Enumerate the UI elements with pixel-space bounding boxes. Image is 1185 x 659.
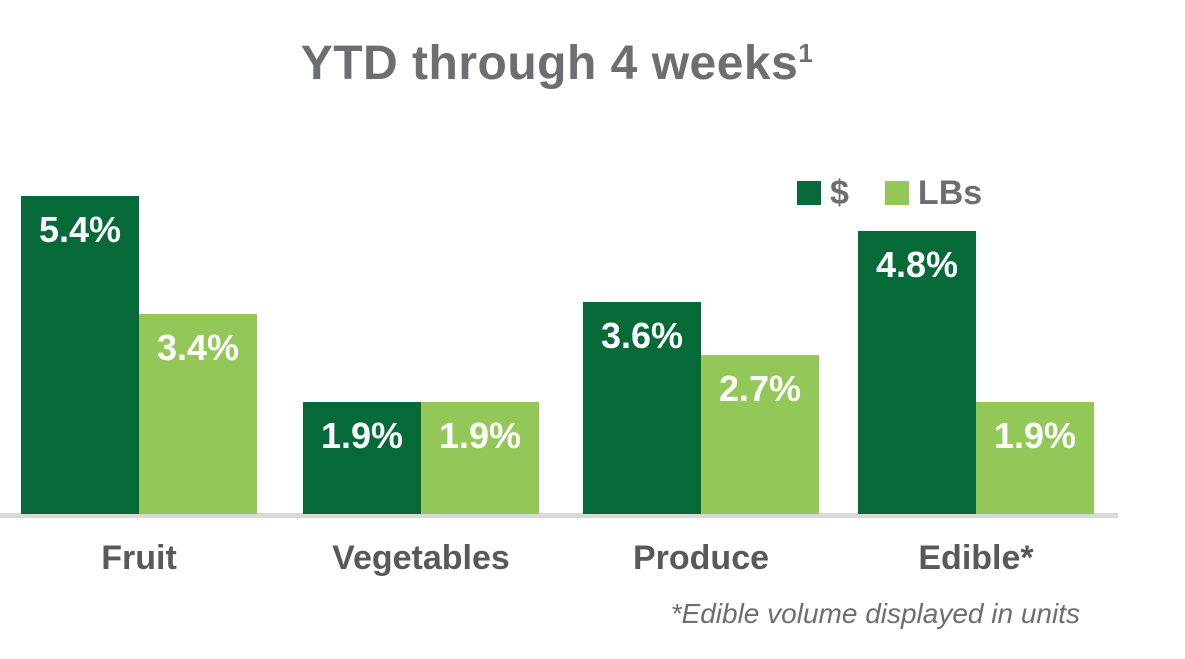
category-label-produce: Produce	[632, 539, 770, 577]
bar-dollars-vegetables: 1.9%	[303, 402, 421, 514]
x-axis-baseline	[0, 513, 1118, 518]
category-label-edible: Edible*	[918, 539, 1034, 577]
chart-title-text: YTD through 4 weeks	[300, 37, 799, 91]
bar-value-label: 1.9%	[320, 415, 404, 456]
bar-lbs-edible: 1.9%	[976, 402, 1094, 514]
bar-value-label: 4.8%	[875, 244, 959, 285]
bar-lbs-fruit: 3.4%	[139, 314, 257, 514]
legend: $ LBs	[797, 176, 982, 210]
bar-dollars-produce: 3.6%	[583, 302, 701, 514]
bar-lbs-vegetables: 1.9%	[421, 402, 539, 514]
bar-value-label: 3.6%	[600, 315, 684, 356]
bar-value-label: 3.4%	[156, 327, 240, 368]
bar-dollars-fruit: 5.4%	[21, 196, 139, 514]
bar-dollars-edible: 4.8%	[858, 231, 976, 514]
category-label-vegetables: Vegetables	[332, 539, 510, 577]
bar-lbs-produce: 2.7%	[701, 355, 819, 514]
legend-label-lbs: LBs	[917, 174, 983, 212]
bar-value-label: 2.7%	[718, 368, 802, 409]
legend-label-dollars: $	[830, 174, 849, 212]
bar-value-label: 1.9%	[993, 415, 1077, 456]
legend-item-lbs: LBs	[884, 174, 983, 212]
legend-swatch-dollars	[797, 181, 821, 205]
category-label-fruit: Fruit	[101, 539, 177, 577]
chart-title: YTD through 4 weeks1	[0, 37, 1114, 91]
chart-footnote: *Edible volume displayed in units	[670, 598, 1080, 629]
legend-swatch-lbs	[884, 181, 909, 205]
bar-value-label: 5.4%	[38, 209, 122, 250]
legend-item-dollars: $	[797, 176, 849, 210]
chart-title-footnote-marker: 1	[798, 38, 814, 69]
bar-value-label: 1.9%	[438, 415, 522, 456]
